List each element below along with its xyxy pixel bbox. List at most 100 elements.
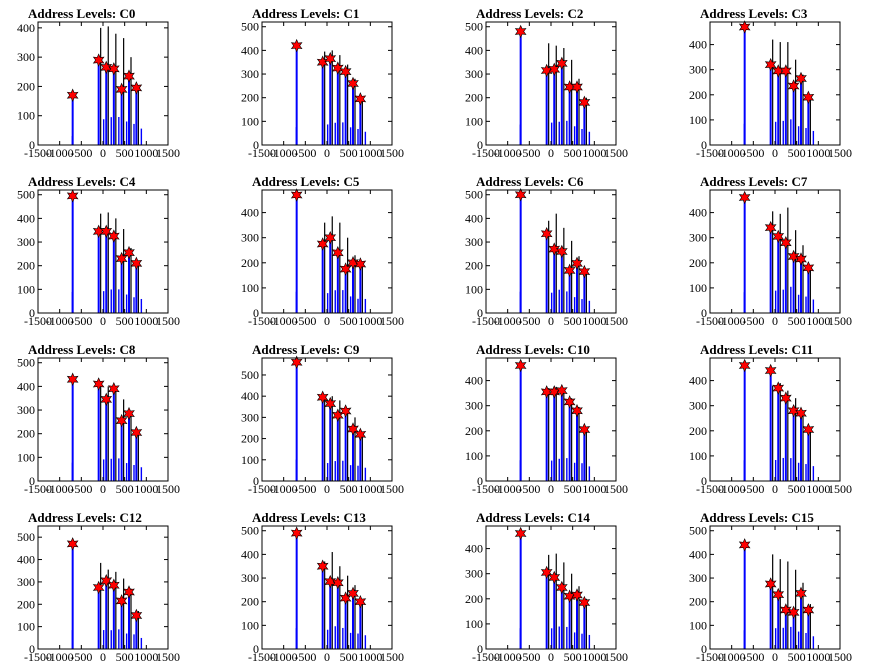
y-tick-label: 400 xyxy=(17,211,35,225)
peak-star-marker xyxy=(795,71,807,86)
x-tick-label: -500 xyxy=(70,314,92,328)
peak-star-marker xyxy=(772,381,785,395)
peak-star-marker xyxy=(92,53,105,67)
peak-star-marker xyxy=(66,189,79,203)
subplot-15: Address Levels: C15 0 100 200 300 400 500 -1500… xyxy=(689,510,852,664)
peak-star-marker xyxy=(123,585,135,599)
y-tick-label: 200 xyxy=(689,595,707,609)
y-tick-label: 0 xyxy=(29,474,35,488)
peak-star-marker xyxy=(331,246,344,260)
y-tick-label: 0 xyxy=(253,138,259,152)
y-tick-label: 400 xyxy=(465,43,483,57)
x-tick-label: 0 xyxy=(548,482,554,496)
x-tick-label: 1000 xyxy=(582,314,606,328)
x-tick-label: 0 xyxy=(772,482,778,496)
x-tick-label: 0 xyxy=(548,314,554,328)
y-tick-label: 100 xyxy=(17,109,35,123)
x-tick-label: 1000 xyxy=(582,650,606,664)
x-tick-label: -1000 xyxy=(494,314,522,328)
subplot-title: Address Levels: C15 xyxy=(700,510,814,525)
peak-star-marker xyxy=(339,64,352,79)
y-tick-label: 300 xyxy=(241,231,259,245)
peak-star-marker xyxy=(802,603,815,617)
y-tick-label: 100 xyxy=(241,114,259,128)
x-tick-label: -1000 xyxy=(270,482,298,496)
y-tick-label: 300 xyxy=(241,571,259,585)
x-tick-label: 500 xyxy=(116,650,134,664)
peak-star-marker xyxy=(555,56,568,71)
peak-star-marker xyxy=(764,220,777,235)
y-tick-label: 500 xyxy=(241,524,259,538)
plot-frame xyxy=(261,357,393,482)
x-tick-label: 500 xyxy=(564,482,582,496)
peak-star-marker xyxy=(802,90,815,105)
x-tick-label: 1000 xyxy=(134,146,158,160)
x-tick-label: -500 xyxy=(518,146,540,160)
subplot-9: Address Levels: C90100200300400500-1500-… xyxy=(241,342,404,496)
y-tick-label: 0 xyxy=(701,642,707,656)
peak-star-marker xyxy=(107,62,120,76)
peak-star-marker xyxy=(354,92,367,106)
peak-star-marker xyxy=(331,61,344,75)
peak-star-marker xyxy=(66,372,79,387)
x-tick-label: 0 xyxy=(100,650,106,664)
subplot-title: Address Levels: C3 xyxy=(700,6,808,21)
peak-star-marker xyxy=(316,559,329,573)
y-tick-label: 100 xyxy=(241,618,259,632)
peak-star-marker xyxy=(92,377,105,391)
peak-star-marker xyxy=(802,422,815,437)
peak-star-marker xyxy=(92,224,105,239)
y-tick-label: 0 xyxy=(29,138,35,152)
peak-star-marker xyxy=(779,64,792,78)
y-tick-label: 300 xyxy=(689,571,707,585)
x-tick-label: 1000 xyxy=(358,146,382,160)
x-tick-label: -500 xyxy=(518,482,540,496)
y-tick-label: 400 xyxy=(241,43,259,57)
y-tick-label: 100 xyxy=(465,449,483,463)
y-tick-label: 200 xyxy=(465,424,483,438)
x-tick-label: 500 xyxy=(340,482,358,496)
y-tick-label: 400 xyxy=(465,374,483,388)
x-tick-label: -500 xyxy=(742,482,764,496)
x-tick-label: -500 xyxy=(70,146,92,160)
x-tick-label: 1500 xyxy=(380,146,404,160)
subplot-title: Address Levels: C14 xyxy=(476,510,590,525)
peak-star-marker xyxy=(540,385,553,399)
peak-star-marker xyxy=(347,256,359,270)
x-tick-label: -1500 xyxy=(248,650,276,664)
subplot-title: Address Levels: C9 xyxy=(252,342,360,357)
x-tick-label: 1000 xyxy=(358,314,382,328)
peak-star-marker xyxy=(738,358,751,373)
y-tick-label: 0 xyxy=(477,474,483,488)
x-tick-label: -1500 xyxy=(696,650,724,664)
y-tick-label: 200 xyxy=(241,91,259,105)
peak-star-marker xyxy=(290,188,303,202)
peak-star-marker xyxy=(514,24,527,39)
peak-star-marker xyxy=(779,391,792,405)
x-tick-label: 500 xyxy=(788,482,806,496)
x-tick-label: -500 xyxy=(294,146,316,160)
peak-star-marker xyxy=(738,190,751,205)
y-tick-label: 0 xyxy=(253,306,259,320)
x-tick-label: 1500 xyxy=(156,314,180,328)
y-tick-label: 200 xyxy=(465,91,483,105)
y-tick-label: 0 xyxy=(701,306,707,320)
x-tick-label: -1000 xyxy=(494,650,522,664)
x-tick-label: -1500 xyxy=(24,482,52,496)
peak-star-marker xyxy=(779,235,792,250)
y-tick-label: 200 xyxy=(17,259,35,273)
x-tick-label: -1000 xyxy=(46,482,74,496)
x-tick-label: 0 xyxy=(324,146,330,160)
y-tick-label: 200 xyxy=(689,88,707,102)
subplot-title: Address Levels: C8 xyxy=(28,342,136,357)
peak-star-marker xyxy=(331,408,344,423)
peak-star-marker xyxy=(316,237,329,251)
subplot-title: Address Levels: C5 xyxy=(252,174,360,189)
y-tick-label: 400 xyxy=(17,379,35,393)
peak-star-marker xyxy=(578,422,591,437)
x-tick-label: 0 xyxy=(772,314,778,328)
peak-star-marker xyxy=(787,79,800,93)
subplot-title: Address Levels: C13 xyxy=(252,510,366,525)
y-tick-label: 400 xyxy=(17,21,35,35)
